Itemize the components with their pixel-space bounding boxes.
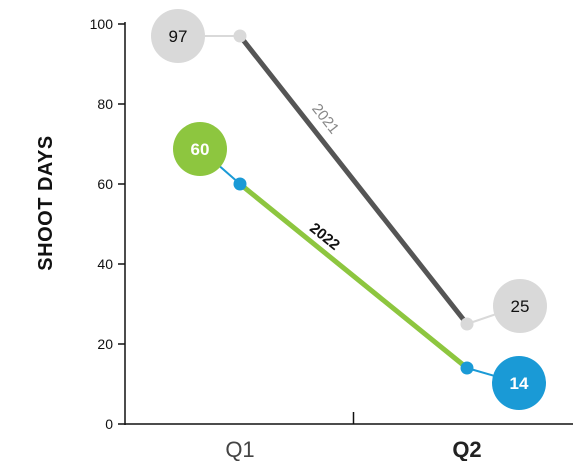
y-axis-label: SHOOT DAYS bbox=[35, 135, 57, 270]
y-tick-label-60: 60 bbox=[97, 176, 113, 192]
bubble-2022-q1 bbox=[173, 122, 227, 176]
y-tick-label-40: 40 bbox=[97, 256, 113, 272]
bubble-2022-q2 bbox=[492, 356, 546, 410]
bubble-2021-q1 bbox=[151, 9, 205, 63]
x-tick-label-q1: Q1 bbox=[225, 437, 254, 461]
data-label-bubbles: 97 25 60 14 bbox=[151, 9, 547, 410]
y-ticks: 0 20 40 60 80 100 bbox=[90, 16, 125, 432]
data-point-2021-q1 bbox=[233, 29, 247, 43]
y-tick-label-100: 100 bbox=[90, 16, 114, 32]
label-connectors bbox=[178, 35, 521, 384]
data-label-2022-q2: 14 bbox=[510, 374, 529, 393]
axes bbox=[124, 22, 573, 425]
y-tick-label-80: 80 bbox=[97, 96, 113, 112]
data-label-2022-q1: 60 bbox=[191, 140, 210, 159]
series-lines bbox=[237, 33, 470, 371]
series-name-2022: 2022 bbox=[306, 220, 343, 254]
series-line-2021 bbox=[237, 33, 470, 327]
data-label-2021-q2: 25 bbox=[511, 297, 530, 316]
data-point-2022-q2 bbox=[460, 361, 474, 375]
y-tick-label-20: 20 bbox=[97, 336, 113, 352]
x-ticks: Q1 Q2 bbox=[225, 412, 482, 461]
data-points bbox=[233, 29, 474, 375]
series-line-2022 bbox=[237, 181, 470, 371]
bubble-2021-q2 bbox=[493, 279, 547, 333]
x-tick-label-q2: Q2 bbox=[452, 437, 481, 461]
data-label-2021-q1: 97 bbox=[169, 27, 188, 46]
y-tick-label-0: 0 bbox=[105, 416, 113, 432]
data-point-2022-q1 bbox=[233, 177, 247, 191]
data-point-2021-q2 bbox=[460, 317, 474, 331]
